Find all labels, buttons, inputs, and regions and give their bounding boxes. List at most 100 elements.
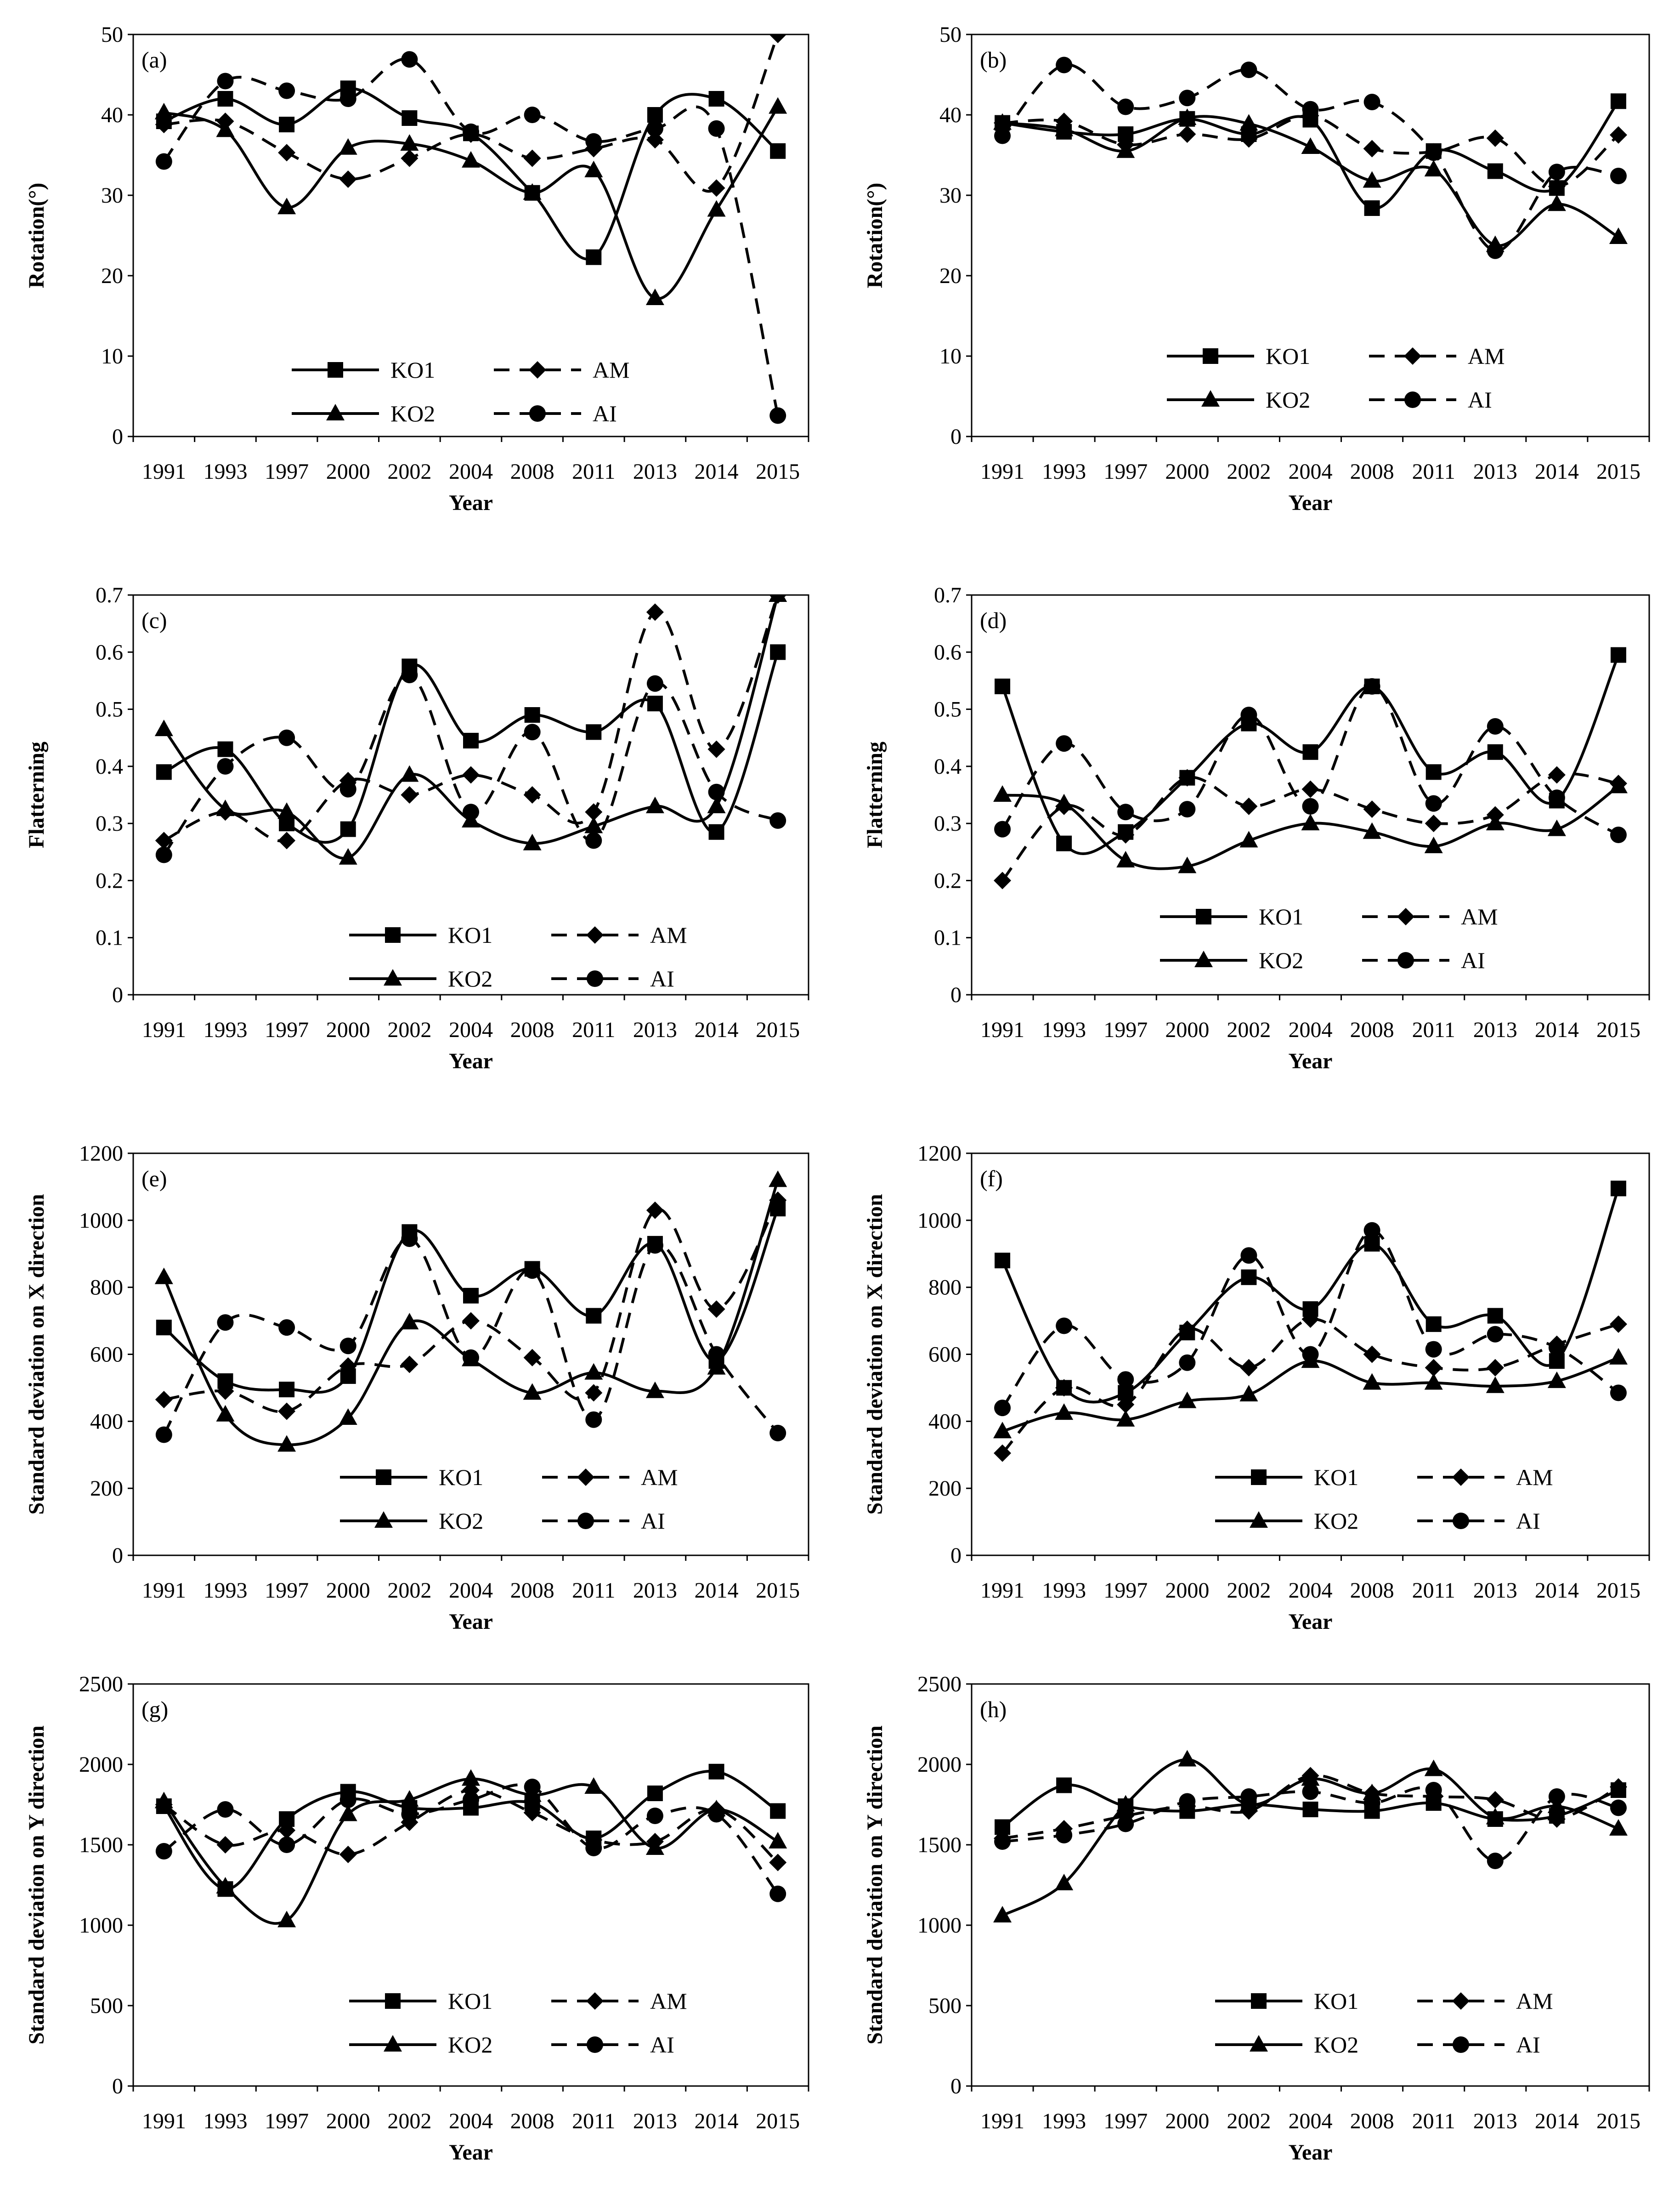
data-point-ai [1363,678,1380,695]
data-point-ai [278,82,295,99]
legend-item-ai: AI [551,966,674,992]
legend-marker-ko1 [385,927,401,943]
x-tick-label: 1991 [142,1018,186,1042]
data-point-ko1 [279,117,295,132]
x-tick-label: 2008 [510,459,554,484]
legend-label-ko1: KO1 [1259,904,1303,930]
y-tick-label: 200 [928,1476,962,1501]
x-axis-title: Year [1289,491,1333,515]
series-line-ai [163,1783,779,1895]
data-point-ai [1548,1339,1565,1356]
data-point-ai [1179,1793,1196,1810]
x-tick-label: 2002 [387,1578,431,1603]
data-point-ai [646,1237,663,1254]
legend-item-ko2: KO2 [1215,1508,1358,1534]
y-tick-label: 0 [950,2074,962,2098]
legend-item-ai: AI [551,2032,674,2058]
data-point-am [339,170,357,188]
legend-marker-ko2 [1250,1511,1268,1528]
y-tick-label: 200 [90,1476,123,1501]
y-axis-title: Standard deviation on X direction [863,1194,887,1515]
data-point-ko2 [462,1769,480,1786]
data-point-ai [463,1791,479,1808]
data-point-ko2 [769,595,787,602]
data-point-ko1 [586,1308,602,1324]
series-line-ko2 [1002,115,1619,247]
x-tick-label: 2015 [1596,2109,1640,2133]
y-tick-label: 0.3 [934,811,962,836]
data-point-am [278,144,296,162]
data-point-ko1 [1610,93,1626,109]
x-tick-label: 2013 [1473,2109,1517,2133]
data-point-ko2 [1116,141,1135,158]
x-tick-label: 2015 [1596,1018,1640,1042]
data-point-am [994,1444,1012,1462]
data-point-ai [155,153,172,170]
legend-item-ai: AI [1362,947,1485,973]
x-tick-label: 1997 [265,1018,309,1042]
data-point-ko2 [1239,114,1258,131]
legend-marker-ko1 [1251,1993,1267,2009]
y-tick-label: 0.7 [96,583,123,607]
data-point-ko2 [216,1877,235,1894]
x-tick-label: 1997 [265,1578,309,1603]
data-point-ai [769,1885,786,1902]
data-point-ko1 [586,249,602,265]
data-point-am [155,1390,173,1408]
data-point-ai [994,821,1011,838]
y-tick-label: 50 [101,23,123,47]
data-point-am [707,740,725,758]
y-axis-title: Flatterning [24,742,49,848]
x-tick-label: 2000 [1165,2109,1209,2133]
legend-marker-ko1 [1196,909,1211,924]
x-tick-label: 1991 [142,1578,186,1603]
x-tick-label: 2015 [756,1018,800,1042]
series-group [154,34,787,424]
data-point-ko1 [1056,835,1072,851]
data-point-ko2 [1486,1808,1505,1825]
x-axis-title: Year [449,491,493,515]
data-point-ko2 [1055,1874,1074,1890]
data-point-ko2 [400,134,419,151]
y-tick-label: 1000 [79,1208,123,1233]
data-point-ko1 [647,696,663,712]
data-point-ai [1117,804,1134,821]
y-tick-label: 1000 [79,1913,123,1938]
data-point-am [1301,780,1319,798]
chart-panel-h: 0 500 1000 1500 2000 2500 1991 1993 1997 2000 2002… [863,1672,1650,2165]
data-point-ko1 [708,1763,724,1780]
data-point-ai [1117,1371,1134,1388]
data-point-ko1 [1302,744,1318,760]
data-point-am [1363,800,1381,818]
y-tick-label: 600 [928,1343,962,1367]
data-point-ai [1425,1341,1442,1358]
x-tick-label: 2013 [633,459,677,484]
data-point-ai [524,1779,541,1795]
y-tick-label: 10 [939,344,962,369]
y-tick-label: 0.3 [96,811,123,836]
data-point-ko2 [993,1422,1012,1439]
x-tick-label: 2013 [633,2109,677,2133]
series-line-ai [1002,1786,1619,1863]
legend-item-am: AM [542,1464,678,1490]
legend-marker-ko2 [384,969,402,986]
data-point-ko1 [463,732,479,748]
data-point-ko2 [584,816,603,833]
legend-marker-ko2 [384,2035,402,2052]
legend-item-ko2: KO2 [292,401,435,426]
data-point-am [1178,769,1196,787]
legend-marker-am [586,1992,604,2010]
data-point-ai [994,1400,1011,1417]
y-axis-title: Rotation(°) [24,183,49,289]
legend-item-ai: AI [494,401,617,426]
panel-label: (g) [141,1696,168,1722]
y-tick-label: 0.2 [96,868,123,893]
legend-label-ko1: KO1 [1314,1464,1358,1490]
legend-label-am: AM [593,357,630,383]
data-point-am [1363,140,1381,158]
series-group [154,1763,787,1928]
x-tick-label: 2002 [1227,459,1271,484]
data-point-ai [1302,1783,1319,1800]
data-point-ai [401,51,418,68]
data-point-ai [769,407,786,424]
